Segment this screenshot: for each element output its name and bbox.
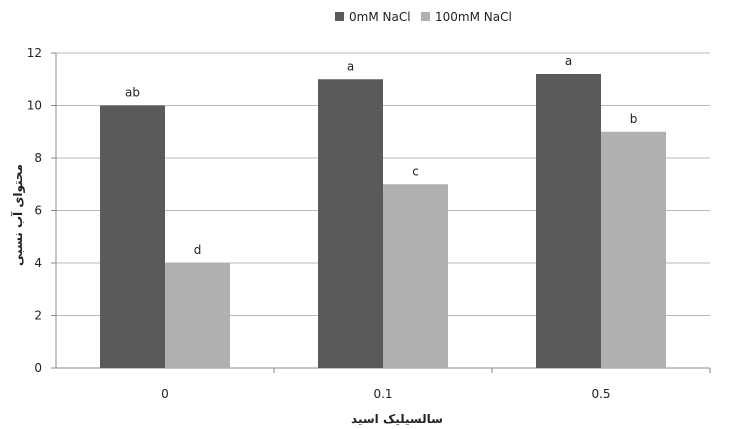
bar-significance-label: d (194, 243, 202, 257)
x-axis: 0 0.1 0.5 (161, 368, 711, 401)
bar-significance-label: c (412, 164, 419, 178)
y-tick-label: 0 (34, 361, 42, 375)
y-axis-title: محتوای آب نسبی (10, 164, 26, 266)
bar-100mM-NaCl-0 (165, 263, 230, 368)
bar-significance-label: ab (125, 86, 140, 100)
legend: 0mM NaCl 100mM NaCl (335, 10, 512, 24)
bars (100, 74, 666, 368)
bar-0mM-NaCl-0.5 (536, 74, 601, 368)
legend-label: 100mM NaCl (435, 10, 512, 24)
bar-100mM-NaCl-0.5 (601, 131, 666, 368)
y-axis-ticks: 0 2 4 6 8 10 12 (27, 46, 57, 375)
y-tick-label: 10 (27, 99, 42, 113)
y-tick-label: 2 (34, 309, 42, 323)
y-tick-label: 12 (27, 46, 42, 60)
bar-significance-label: b (630, 112, 638, 126)
legend-swatch (335, 12, 344, 21)
x-axis-title: سالسیلیک اسید (351, 412, 443, 426)
y-tick-label: 4 (34, 256, 42, 270)
legend-label: 0mM NaCl (349, 10, 411, 24)
y-tick-label: 6 (34, 204, 42, 218)
bar-0mM-NaCl-0 (100, 105, 165, 368)
bar-significance-label: a (347, 59, 354, 73)
x-category-label: 0.5 (591, 387, 610, 401)
y-tick-label: 8 (34, 151, 42, 165)
x-category-label: 0.1 (373, 387, 392, 401)
x-category-label: 0 (161, 387, 169, 401)
bar-significance-label: a (565, 54, 572, 68)
bar-0mM-NaCl-0.1 (318, 79, 383, 368)
bar-100mM-NaCl-0.1 (383, 184, 448, 368)
legend-swatch (421, 12, 430, 21)
